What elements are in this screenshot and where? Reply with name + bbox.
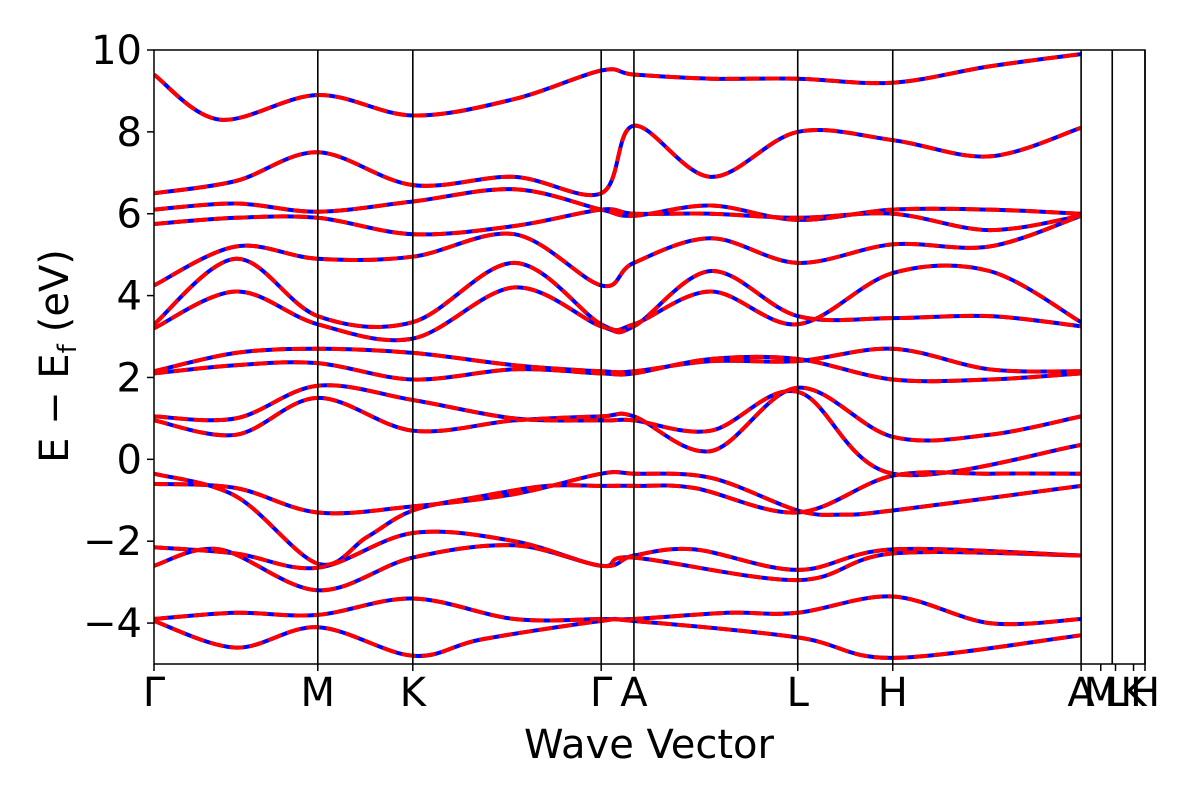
plot-frame bbox=[153, 49, 1146, 665]
y-tick-label: 4 bbox=[117, 274, 142, 320]
x-axis-label: Wave Vector bbox=[524, 722, 775, 768]
band-line-red-dashed bbox=[154, 123, 1082, 197]
y-tick-label: −2 bbox=[83, 519, 142, 565]
band-line-red-dashed bbox=[154, 213, 1082, 289]
y-tick-label: 0 bbox=[117, 437, 142, 483]
y-axis-label-subscript: f bbox=[53, 343, 83, 353]
bands-group bbox=[154, 52, 1083, 660]
x-tick-label: L bbox=[1104, 670, 1127, 716]
band-line-red-dashed bbox=[154, 383, 1082, 478]
y-tick-label: 8 bbox=[117, 110, 142, 156]
band-line-red-dashed bbox=[154, 52, 1082, 122]
x-tick-label: A bbox=[1067, 670, 1095, 716]
y-axis-label-unit: (eV) bbox=[32, 249, 78, 332]
y-tick-label: 2 bbox=[117, 355, 142, 401]
y-tick-label: −4 bbox=[83, 601, 142, 647]
y-tick-label: 6 bbox=[117, 192, 142, 238]
band-line-red-dashed bbox=[154, 543, 1082, 593]
band-line-red-dashed bbox=[154, 187, 1082, 222]
x-tick-label: M bbox=[301, 670, 336, 716]
x-tick-label: Γ bbox=[143, 670, 166, 716]
band-line-red-dashed bbox=[154, 616, 1082, 660]
band-line-red-dashed bbox=[154, 529, 1082, 572]
band-line-red-dashed bbox=[154, 207, 1082, 237]
x-tick-label: A bbox=[620, 670, 648, 716]
x-tick-label: K bbox=[1120, 670, 1148, 716]
band-line-red-dashed bbox=[154, 354, 1082, 384]
band-line-red-dashed bbox=[154, 256, 1083, 333]
x-tick-label: L bbox=[787, 670, 810, 716]
y-axis-ticks: 10 8 6 4 2 0 −2 −4 bbox=[83, 28, 154, 647]
x-tick-label: H bbox=[1130, 670, 1160, 716]
y-axis-label: E − Ef (eV) bbox=[32, 249, 83, 463]
x-tick-label: M bbox=[1084, 670, 1119, 716]
y-axis-label-main: E − E bbox=[32, 353, 78, 463]
band-line-red-dashed bbox=[154, 469, 1082, 517]
plot-area bbox=[154, 50, 1146, 664]
x-tick-label: K bbox=[400, 670, 428, 716]
band-line-red-dashed bbox=[154, 346, 1082, 375]
band-line-red-dashed bbox=[154, 594, 1082, 627]
y-tick-label: 10 bbox=[91, 28, 142, 74]
band-line-red-dashed bbox=[154, 385, 1082, 454]
x-tick-label: Γ bbox=[590, 670, 613, 716]
x-tick-label: H bbox=[878, 670, 908, 716]
